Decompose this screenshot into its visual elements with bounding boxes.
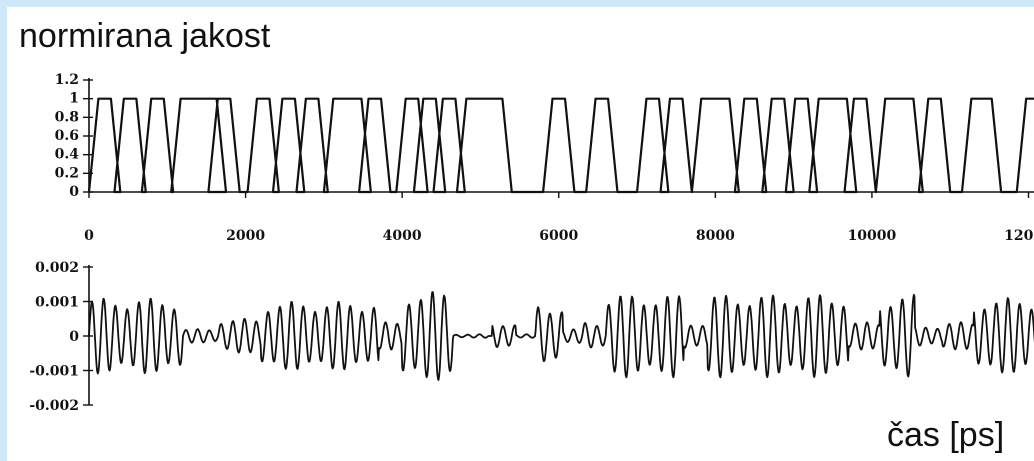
top-y-tick-label: 0.6 — [55, 128, 79, 144]
intensity-series — [87, 97, 1034, 194]
top-x-tick-label: 10000 — [848, 228, 897, 244]
bottom-chart — [83, 265, 1034, 406]
top-y-tick-label: 0 — [69, 184, 79, 200]
top-x-tick-label: 4000 — [383, 228, 422, 244]
chart-area: 0 0.2 0.4 0.6 0.8 1 1.2 0 2000 4000 6000 8000 10000 1… — [29, 72, 1034, 414]
figure-panel: 0 0.2 0.4 0.6 0.8 1 1.2 0 2000 4000 6000 8000 10000 1… — [7, 7, 1034, 461]
bottom-y-tick-label: 0.002 — [35, 260, 79, 276]
bottom-y-tick-label: -0.001 — [29, 364, 79, 380]
top-x-tick-label: 0 — [84, 228, 94, 244]
dispersion-series — [88, 291, 1034, 381]
page-title: normirana jakost — [19, 17, 271, 55]
top-y-tick-label: 0.4 — [55, 147, 80, 163]
top-y-tick-label: 0.8 — [55, 109, 79, 125]
top-x-tick-label: 2000 — [226, 228, 265, 244]
bottom-y-tick-label: -0.002 — [29, 398, 79, 414]
top-x-tick-label: 8000 — [696, 228, 735, 244]
top-chart — [83, 78, 1034, 198]
top-y-tick-label: 1 — [69, 91, 79, 107]
bottom-y-tick-label: 0 — [69, 329, 79, 345]
top-y-tick-label: 0.2 — [55, 165, 79, 181]
x-axis-title: čas [ps] — [887, 416, 1005, 454]
top-x-tick-label: 6000 — [539, 228, 578, 244]
top-x-tick-label: 12000 — [1004, 228, 1034, 244]
bottom-y-tick-label: 0.001 — [35, 295, 79, 311]
top-y-tick-label: 1.2 — [55, 72, 79, 88]
